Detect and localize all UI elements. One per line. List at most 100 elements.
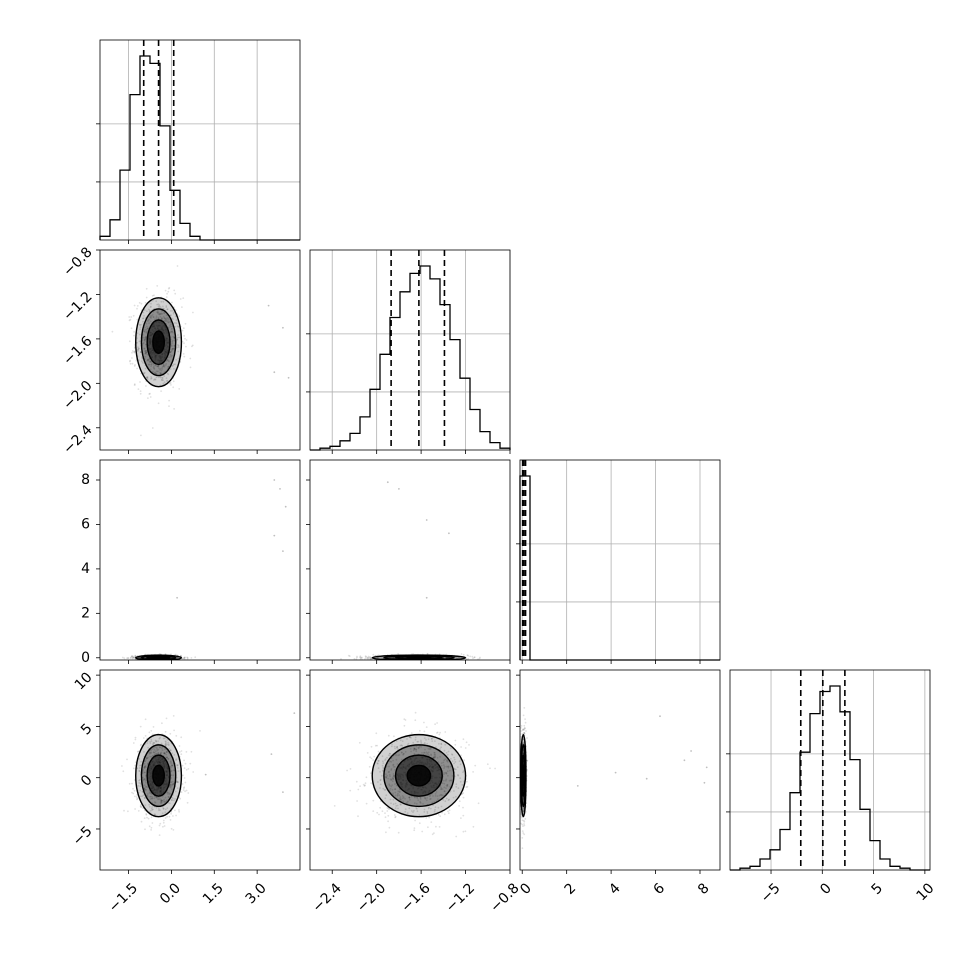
sample-point	[453, 762, 455, 765]
sample-point	[144, 718, 147, 721]
sample-point	[440, 788, 442, 791]
sample-point	[160, 747, 163, 750]
sample-point	[402, 800, 404, 803]
sample-point	[166, 359, 169, 361]
sample-point	[154, 813, 156, 816]
sample-point	[169, 348, 172, 351]
sample-point	[159, 367, 162, 370]
sample-point	[136, 350, 139, 353]
sample-point	[163, 381, 166, 384]
sample-point	[171, 348, 174, 351]
sample-point	[462, 770, 465, 772]
sample-point	[165, 314, 168, 317]
sample-point	[462, 830, 465, 833]
sample-point	[397, 792, 399, 795]
sample-point	[427, 826, 429, 829]
sample-point	[165, 360, 168, 362]
sample-point	[176, 338, 179, 341]
sample-point	[359, 785, 361, 787]
sample-point	[159, 368, 161, 371]
sample-point	[486, 763, 489, 766]
sample-point	[164, 817, 167, 819]
sample-point	[365, 802, 368, 805]
sample-point	[157, 751, 160, 754]
sample-point	[414, 738, 417, 741]
sample-point	[131, 791, 133, 794]
sample-point	[443, 767, 445, 769]
sample-point	[130, 655, 133, 658]
sample-point	[376, 744, 378, 747]
sample-point	[353, 658, 356, 660]
sample-point	[183, 767, 186, 770]
sample-point	[165, 744, 167, 747]
sample-point	[144, 367, 147, 370]
sample-point	[144, 338, 147, 340]
sample-point	[401, 744, 404, 747]
sample-point	[387, 734, 390, 737]
sample-point	[400, 751, 403, 754]
sample-point	[154, 378, 156, 380]
sample-point	[170, 325, 173, 328]
sample-point	[152, 743, 154, 746]
sample-point	[466, 654, 469, 657]
sample-point	[408, 807, 411, 810]
sample-point	[389, 798, 392, 801]
sample-point	[417, 799, 420, 802]
sample-point	[167, 321, 170, 324]
sample-point	[434, 793, 437, 795]
sample-point	[165, 743, 167, 746]
sample-point	[414, 736, 417, 739]
sample-point	[426, 652, 429, 655]
sample-point	[460, 746, 462, 748]
sample-point	[159, 313, 162, 316]
sample-point	[157, 798, 159, 801]
sample-point	[159, 736, 162, 739]
sample-point	[140, 434, 142, 437]
sample-point	[170, 761, 172, 764]
contour-line	[146, 319, 171, 366]
sample-point	[143, 788, 146, 790]
sample-point	[521, 729, 524, 732]
sample-point	[520, 822, 522, 825]
sample-point	[489, 767, 491, 770]
sample-point	[171, 365, 174, 367]
sample-point	[167, 356, 170, 358]
sample-point	[369, 657, 372, 660]
sample-point	[388, 808, 390, 811]
sample-point	[379, 778, 382, 781]
sample-point	[167, 741, 170, 744]
sample-point	[129, 362, 132, 365]
sample-point	[434, 756, 437, 759]
outlier-point	[282, 550, 284, 552]
sample-point	[170, 774, 173, 776]
sample-point	[441, 794, 444, 797]
sample-point	[159, 798, 162, 800]
sample-point	[446, 759, 449, 762]
sample-point	[449, 769, 451, 772]
sample-point	[174, 322, 176, 324]
sample-point	[163, 798, 166, 801]
sample-point	[183, 759, 186, 762]
sample-point	[428, 816, 431, 819]
outlier-point	[398, 488, 400, 490]
density-level	[152, 765, 165, 786]
sample-point	[194, 656, 197, 659]
sample-point	[413, 802, 416, 805]
sample-point	[167, 744, 170, 747]
sample-point	[162, 821, 165, 824]
sample-point	[166, 807, 169, 809]
sample-point	[149, 392, 151, 395]
sample-point	[176, 764, 179, 766]
sample-point	[360, 657, 363, 660]
sample-point	[169, 325, 172, 328]
sample-point	[127, 657, 129, 659]
sample-point	[133, 334, 135, 337]
outlier-point	[273, 371, 276, 374]
sample-point	[410, 736, 412, 739]
sample-point	[138, 782, 141, 784]
sample-point	[396, 793, 399, 796]
sample-point	[520, 727, 522, 729]
sample-point	[177, 350, 180, 353]
sample-point	[165, 753, 168, 756]
sample-point	[462, 796, 465, 799]
